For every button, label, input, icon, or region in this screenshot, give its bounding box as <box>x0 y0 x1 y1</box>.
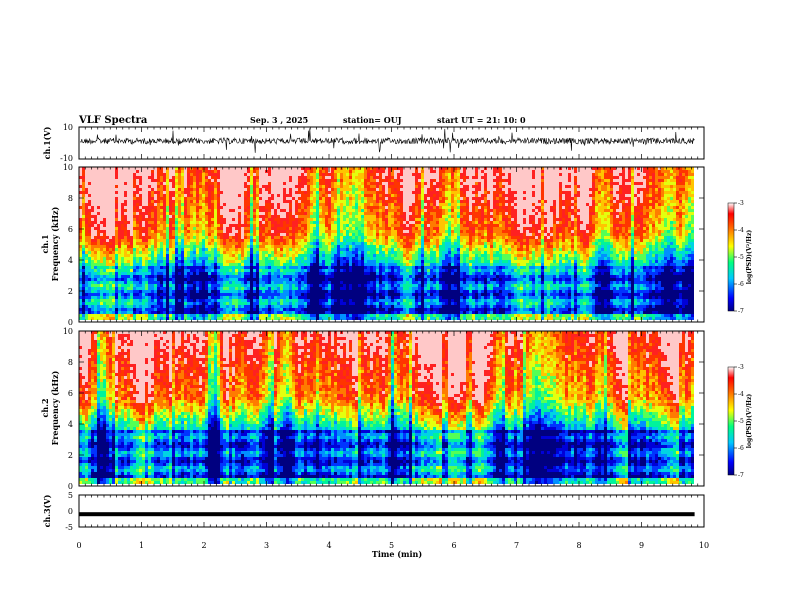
spec-y-tick-label: 10 <box>63 327 73 336</box>
x-tick-label: 6 <box>451 541 456 550</box>
x-tick-label: 7 <box>514 541 519 550</box>
colorbar-tick-label: -6 <box>738 281 744 288</box>
x-tick-label: 10 <box>699 541 709 550</box>
x-tick-label: 4 <box>326 541 331 550</box>
ch3-ytick-top: 5 <box>68 491 73 500</box>
colorbar-tick-label: -3 <box>738 364 744 371</box>
ch2-spec-ylabel-frequency: Frequency (kHz) <box>50 370 60 445</box>
x-tick-label: 3 <box>264 541 269 550</box>
ch3-waveform-line <box>79 512 695 517</box>
ch1-spec-ylabel-frequency: Frequency (kHz) <box>50 206 60 281</box>
colorbar-tick-label: -3 <box>738 200 744 207</box>
ch3-ytick-bottom: -5 <box>65 523 73 532</box>
ch1-spectrogram-panel: ch.1 Frequency (kHz) log(PSD)(V²/Hz) <box>40 166 753 323</box>
ch2-spectrogram-panel: ch.2 Frequency (kHz) log(PSD)(V²/Hz) <box>40 330 753 487</box>
colorbar-tick-label: -7 <box>738 308 744 315</box>
spec-y-tick-label: 8 <box>68 358 73 367</box>
ch1-colorbar <box>727 202 735 312</box>
ch3-ylabel: ch.3(V) <box>42 494 52 527</box>
colorbar-tick-label: -7 <box>738 472 744 479</box>
x-tick-label: 5 <box>389 541 394 550</box>
colorbar-tick-label: -5 <box>738 418 744 425</box>
spec-y-tick-label: 0 <box>68 318 73 327</box>
colorbar-tick-label: -6 <box>738 445 744 452</box>
spec-y-tick-label: 4 <box>68 256 73 265</box>
ch3-ytick-middle: 0 <box>68 507 73 516</box>
x-tick-label: 1 <box>139 541 144 550</box>
ch1-ytick-bottom: -10 <box>60 154 73 163</box>
figure-title: VLF Spectra <box>78 115 148 126</box>
x-tick-label: 9 <box>639 541 644 550</box>
ch1-colorbar-label: log(PSD)(V²/Hz) <box>746 230 753 285</box>
ch2-spectrogram-image <box>79 331 704 486</box>
spec-y-tick-label: 6 <box>68 225 73 234</box>
ch3-waveform-panel: 5 0 -5 ch.3(V) <box>42 491 705 532</box>
ch1-waveform-panel: 10 -10 ch.1(V) <box>42 123 705 163</box>
x-tick-label: 0 <box>76 541 81 550</box>
spec-y-tick-label: 10 <box>63 163 73 172</box>
ch1-spec-ylabel-channel: ch.1 <box>40 234 50 253</box>
spec-y-tick-label: 0 <box>68 482 73 491</box>
ch1-waveform-frame <box>78 126 705 160</box>
x-axis-label: Time (min) <box>372 549 422 559</box>
date-label: Sep. 3 , 2025 <box>250 115 308 125</box>
ch1-ylabel: ch.1(V) <box>42 126 52 159</box>
spec-y-tick-label: 6 <box>68 389 73 398</box>
colorbar-tick-label: -4 <box>738 391 744 398</box>
ch2-colorbar-label: log(PSD)(V²/Hz) <box>746 394 753 449</box>
spec-y-tick-label: 2 <box>68 451 73 460</box>
station-label: station= OUJ <box>343 115 402 125</box>
x-tick-label: 2 <box>201 541 206 550</box>
spec-y-tick-label: 2 <box>68 287 73 296</box>
ch1-ytick-top: 10 <box>63 123 73 132</box>
start-time-label: start UT = 21: 10: 0 <box>437 115 526 125</box>
ch2-spec-ylabel-channel: ch.2 <box>40 398 50 417</box>
spec-y-tick-label: 8 <box>68 194 73 203</box>
spec-y-tick-label: 4 <box>68 420 73 429</box>
x-tick-label: 8 <box>576 541 581 550</box>
ch1-spectrogram-image <box>79 167 704 322</box>
colorbar-tick-label: -4 <box>738 227 744 234</box>
ch1-waveform-line <box>79 128 695 153</box>
axis-ticks: 0 1 2 3 4 5 6 7 8 9 100246810-3-4-5-6-70246810-3-4… <box>63 127 744 550</box>
ch2-colorbar <box>727 366 735 476</box>
colorbar-tick-label: -5 <box>738 254 744 261</box>
ch3-waveform-frame <box>78 494 705 528</box>
